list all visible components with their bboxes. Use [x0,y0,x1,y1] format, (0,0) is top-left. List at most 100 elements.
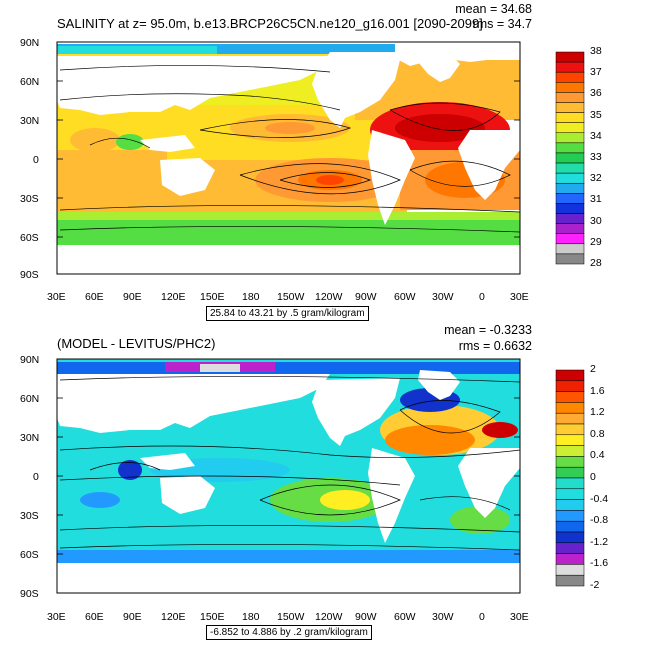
panel-2-lat-label: 60N [20,393,40,405]
colorbar-swatch [555,531,585,544]
colorbar-swatch [555,499,585,511]
panel-1-ticks [57,41,520,275]
panel-2-lon-label: 150E [200,611,225,623]
panel-1-range-box: 25.84 to 43.21 by .5 gram/kilogram [206,306,369,321]
panel-2-ticks [57,397,520,555]
panel-2-lat-label: 90N [20,354,40,366]
colorbar-swatch [555,402,585,414]
panel-2-lon-label: 30E [510,611,529,623]
panel-2-rms: rms = 0.6632 [458,339,532,353]
colorbar-swatch [555,193,585,204]
panel-2-lon-label: 150W [277,611,305,623]
colorbar-label: 1.2 [590,406,605,419]
panel-1-rms: rms = 34.7 [472,17,532,31]
colorbar-label: 0.4 [590,449,605,462]
colorbar-swatch [555,434,585,446]
colorbar-label: 28 [590,257,602,269]
colorbar-label: -0.8 [590,514,609,527]
panel-1-lon-label: 150E [200,291,225,303]
panel-2-lon-label: 0 [479,611,485,623]
colorbar-swatch [555,142,585,154]
colorbar-swatch [555,203,585,214]
panel-2-mean: mean = -0.3233 [444,323,532,337]
panel-2-lon-label: 30W [432,611,454,623]
panel-2-lon-label: 120E [161,611,186,623]
panel-2-map [57,359,520,593]
panel-2-lon-label: 90E [123,611,142,623]
colorbar-swatch [555,243,585,255]
panel-2-title: (MODEL - LEVITUS/PHC2) [57,336,216,351]
colorbar-label: -2 [590,579,600,591]
colorbar-swatch [555,102,585,113]
colorbar-label: 30 [590,214,602,227]
colorbar-label: 0.8 [590,427,605,440]
colorbar-swatch [555,445,585,457]
colorbar-label: 31 [590,193,602,206]
panel-1-lon-label: 30W [432,291,454,303]
panel-2-colorbar [555,369,585,587]
panel-1-mean: mean = 34.68 [455,2,532,16]
colorbar-swatch [555,82,585,93]
panel-1-lon-label: 150W [277,291,305,303]
colorbar-label: 37 [590,66,602,79]
colorbar-swatch [555,488,585,500]
panel-2-lon-label: 30E [47,611,66,623]
panel-1-lon-label: 180 [242,291,260,303]
colorbar-label: 0 [590,471,596,483]
colorbar-swatch [555,520,585,533]
colorbar-swatch [555,152,585,164]
colorbar-swatch [555,61,585,73]
colorbar-swatch [555,412,585,425]
colorbar-swatch [555,182,585,194]
colorbar-swatch [555,391,585,403]
panel-1-lon-label: 30E [47,291,66,303]
panel-1-lat-label: 30N [20,115,40,127]
colorbar-swatch [555,477,585,490]
panel-2-lon-label: 90W [355,611,377,623]
panel-1-lat-label: 60N [20,76,40,88]
colorbar-swatch [555,510,585,522]
colorbar-swatch [555,92,585,103]
colorbar-label: 38 [590,45,602,57]
panel-1-lon-label: 90W [355,291,377,303]
colorbar-label: 35 [590,108,602,121]
panel-1-lon-label: 30E [510,291,529,303]
colorbar-label: -0.4 [590,492,609,505]
panel-2-lon-label: 120W [315,611,343,623]
colorbar-label: 29 [590,235,602,248]
colorbar-swatch [555,112,585,123]
colorbar-swatch [555,213,585,224]
panel-1-lon-label: 60W [394,291,416,303]
colorbar-swatch [555,162,585,174]
colorbar-swatch [555,574,585,587]
colorbar-swatch [555,553,585,565]
panel-2-lon-label: 180 [242,611,260,623]
colorbar-swatch [555,223,585,234]
colorbar-label: 32 [590,172,602,185]
colorbar-swatch [555,233,585,245]
panel-1-lon-label: 0 [479,291,485,303]
colorbar-label: 34 [590,129,602,142]
colorbar-swatch [555,369,585,382]
panel-1-lon-label: 120E [161,291,186,303]
panel-1-lon-label: 120W [315,291,343,303]
colorbar-swatch [555,456,585,468]
panel-1-lat-label: 30S [20,193,39,205]
colorbar-label: -1.6 [590,557,609,570]
panel-2-lon-label: 60E [85,611,104,623]
colorbar-swatch [555,466,585,479]
colorbar-swatch [555,172,585,184]
colorbar-swatch [555,380,585,392]
colorbar-swatch [555,253,585,265]
colorbar-label: -1.2 [590,535,609,548]
panel-2-lat-label: 30S [20,510,39,522]
colorbar-swatch [555,564,585,576]
panel-2-range-box: -6.852 to 4.886 by .2 gram/kilogram [206,625,372,640]
panel-2-lat-label: 90S [20,588,39,600]
panel-2-lat-label: 60S [20,549,39,561]
panel-1-lat-label: 60S [20,232,39,244]
colorbar-label: 36 [590,87,602,100]
panel-2-lat-label: 30N [20,432,40,444]
panel-1-lat-label: 90S [20,269,39,281]
colorbar-swatch [555,132,585,144]
